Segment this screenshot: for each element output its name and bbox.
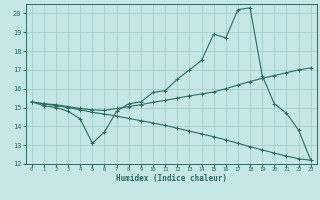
X-axis label: Humidex (Indice chaleur): Humidex (Indice chaleur) [116, 174, 227, 183]
